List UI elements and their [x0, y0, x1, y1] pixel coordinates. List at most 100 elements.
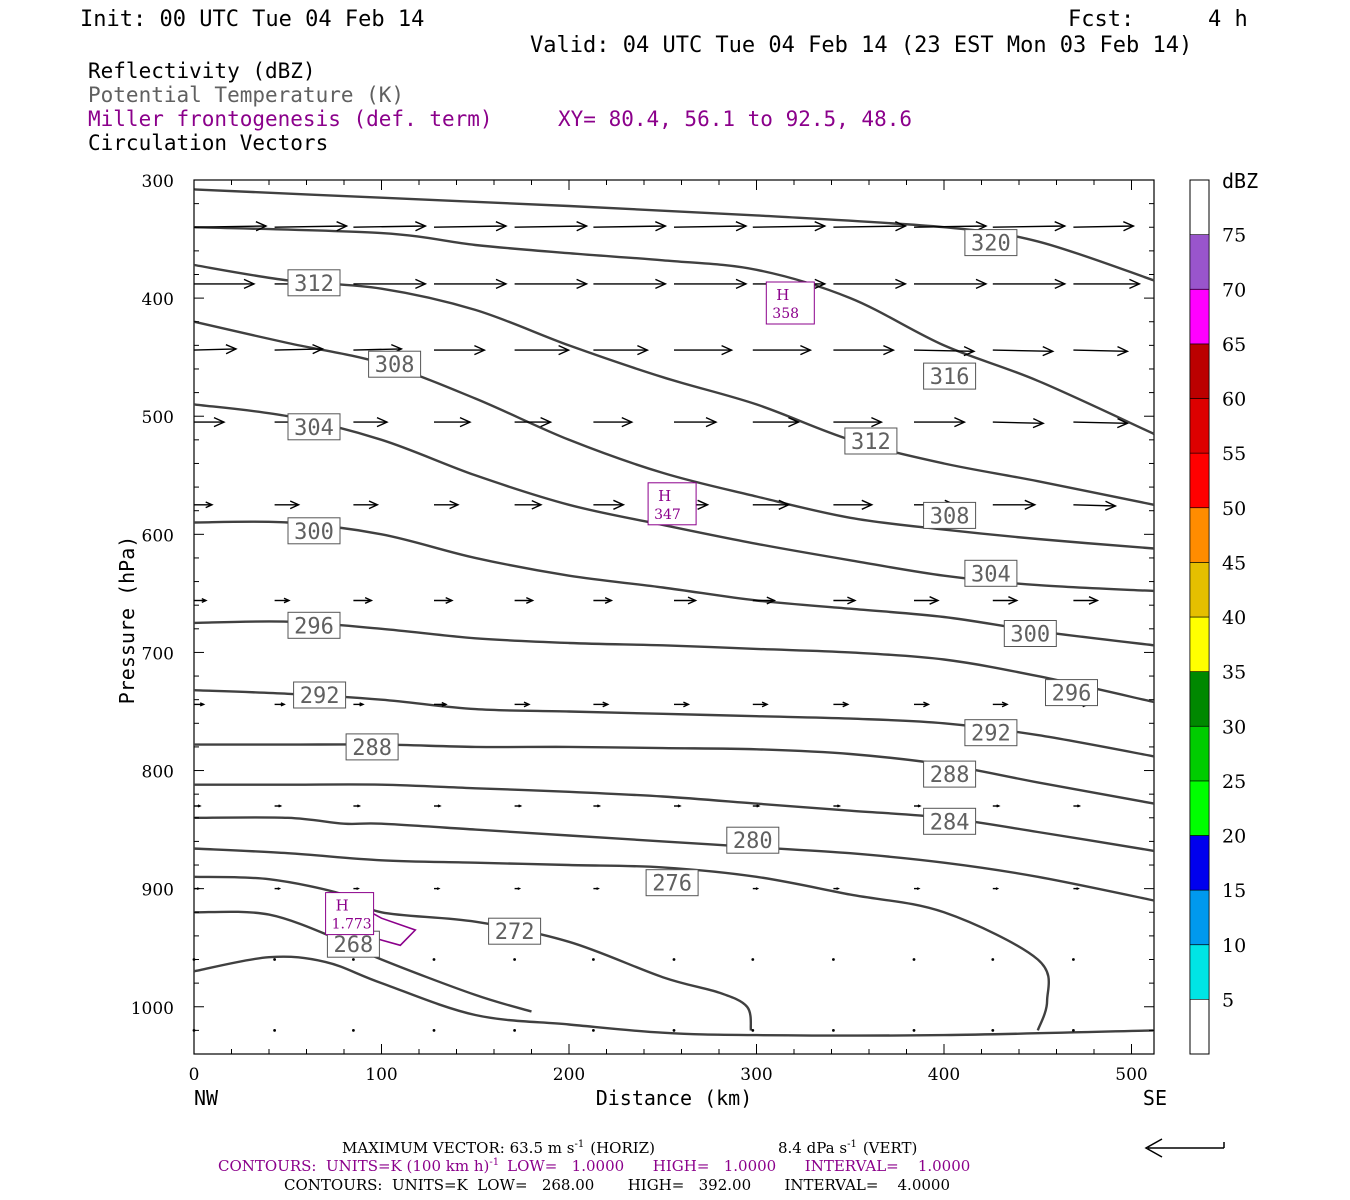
- circulation-vector: [593, 416, 634, 428]
- circulation-vector: [434, 416, 472, 428]
- theta-label: 288: [345, 733, 399, 761]
- circulation-vector: [593, 344, 650, 356]
- theta-label: 320: [964, 229, 1018, 257]
- circulation-vector: [353, 500, 380, 510]
- theta-contour-300: [193, 520, 1155, 647]
- circulation-vector: [514, 804, 523, 808]
- circulation-vector: [833, 344, 896, 356]
- legend-xy: XY= 80.4, 56.1 to 92.5, 48.6: [558, 107, 912, 131]
- theta-label: 276: [645, 869, 699, 897]
- circulation-vector: [353, 887, 360, 891]
- circulation-vector: [752, 596, 777, 605]
- y-tick-label: 800: [142, 763, 174, 783]
- circulation-vector: [674, 344, 734, 356]
- svg-text:308: 308: [930, 504, 970, 529]
- valid-time: Valid: 04 UTC Tue 04 Feb 14 (23 EST Mon …: [530, 33, 1192, 58]
- circulation-vector: [273, 1029, 276, 1032]
- circulation-vectors: [192, 221, 1142, 1032]
- theta-contour-276: [193, 847, 1051, 1031]
- theta-label: 300: [1003, 620, 1057, 648]
- theta-contour-320: [193, 188, 1155, 282]
- circulation-vector: [194, 702, 206, 707]
- theta-label: 268: [326, 930, 380, 958]
- svg-text:288: 288: [352, 736, 392, 761]
- theta-contour-264: [193, 955, 1155, 1037]
- svg-text:H: H: [658, 487, 671, 505]
- circulation-vector: [514, 596, 535, 604]
- circulation-vector: [194, 597, 208, 604]
- circulation-vector: [353, 278, 428, 290]
- theta-label: 308: [368, 350, 422, 378]
- y-tick-label: 400: [142, 290, 174, 310]
- y-axis-title: Pressure (hPa): [115, 536, 139, 705]
- circulation-vector: [434, 804, 442, 808]
- colorbar-label: 30: [1222, 716, 1246, 738]
- colorbar-bin: [1189, 780, 1210, 836]
- colorbar-unit: dBZ: [1222, 169, 1258, 193]
- circulation-vector: [752, 499, 791, 510]
- circulation-vector: [914, 596, 940, 605]
- colorbar-label: 70: [1222, 279, 1246, 301]
- circulation-vector: [1072, 958, 1075, 961]
- y-tick-label: 600: [142, 526, 174, 546]
- circulation-vector: [514, 221, 589, 232]
- circulation-vector: [674, 804, 682, 808]
- colorbar-bin: [1189, 398, 1210, 454]
- circulation-vector: [274, 343, 325, 355]
- y-tick-label: 900: [142, 881, 174, 901]
- circulation-vector: [434, 701, 448, 707]
- circulation-vector: [673, 221, 748, 232]
- circulation-vector: [674, 596, 698, 605]
- circulation-vector: [914, 416, 967, 428]
- circulation-vector: [514, 701, 531, 708]
- colorbar-label: 20: [1222, 826, 1246, 848]
- circulation-vector: [434, 278, 508, 290]
- circulation-vector: [274, 597, 291, 604]
- circulation-vector: [833, 416, 884, 428]
- circulation-vector: [1073, 345, 1130, 357]
- circulation-vector: [992, 278, 1067, 290]
- circulation-vector: [434, 344, 487, 356]
- theta-label: 304: [964, 559, 1018, 587]
- circulation-vector: [434, 596, 454, 604]
- circulation-vector: [752, 887, 760, 891]
- circulation-vector: [912, 1029, 916, 1032]
- svg-text:268: 268: [334, 933, 374, 958]
- circulation-vector: [833, 499, 874, 510]
- circulation-vector: [352, 958, 355, 961]
- x-tick-label: 500: [1115, 1065, 1147, 1085]
- x-tick-label: 400: [928, 1065, 960, 1085]
- svg-text:358: 358: [772, 306, 799, 322]
- circulation-vector: [674, 278, 748, 290]
- colorbar-bin: [1189, 835, 1210, 891]
- colorbar-label: 10: [1222, 935, 1246, 957]
- init-time: Init: 00 UTC Tue 04 Feb 14: [80, 7, 424, 32]
- colorbar-bin: [1189, 562, 1210, 618]
- theta-label: 312: [287, 269, 341, 297]
- svg-text:304: 304: [971, 562, 1011, 587]
- circulation-vector: [593, 499, 626, 510]
- colorbar-bin: [1189, 507, 1210, 563]
- circulation-vector: [353, 804, 362, 808]
- theta-label: 288: [923, 760, 977, 788]
- colorbar-label: 50: [1222, 498, 1246, 520]
- theta-label: 272: [488, 917, 542, 945]
- y-tick-label: 300: [142, 172, 174, 192]
- svg-text:308: 308: [375, 353, 415, 378]
- circulation-vector: [1073, 887, 1080, 891]
- circulation-vector: [194, 278, 256, 290]
- theta-contour-280: [193, 816, 1155, 902]
- circulation-vector: [991, 1029, 995, 1032]
- svg-text:H: H: [776, 286, 789, 304]
- colorbar-label: 35: [1222, 662, 1246, 684]
- circulation-vector: [992, 345, 1055, 357]
- svg-text:288: 288: [930, 763, 970, 788]
- circulation-vector: [914, 278, 988, 290]
- circulation-vector: [991, 958, 995, 961]
- x-tick-label: 100: [365, 1065, 397, 1085]
- svg-text:312: 312: [294, 272, 334, 297]
- x-tick-label: 0: [189, 1065, 200, 1085]
- fcst-value: 4 h: [1208, 7, 1248, 32]
- svg-text:300: 300: [294, 520, 334, 545]
- circulation-vector: [752, 416, 801, 428]
